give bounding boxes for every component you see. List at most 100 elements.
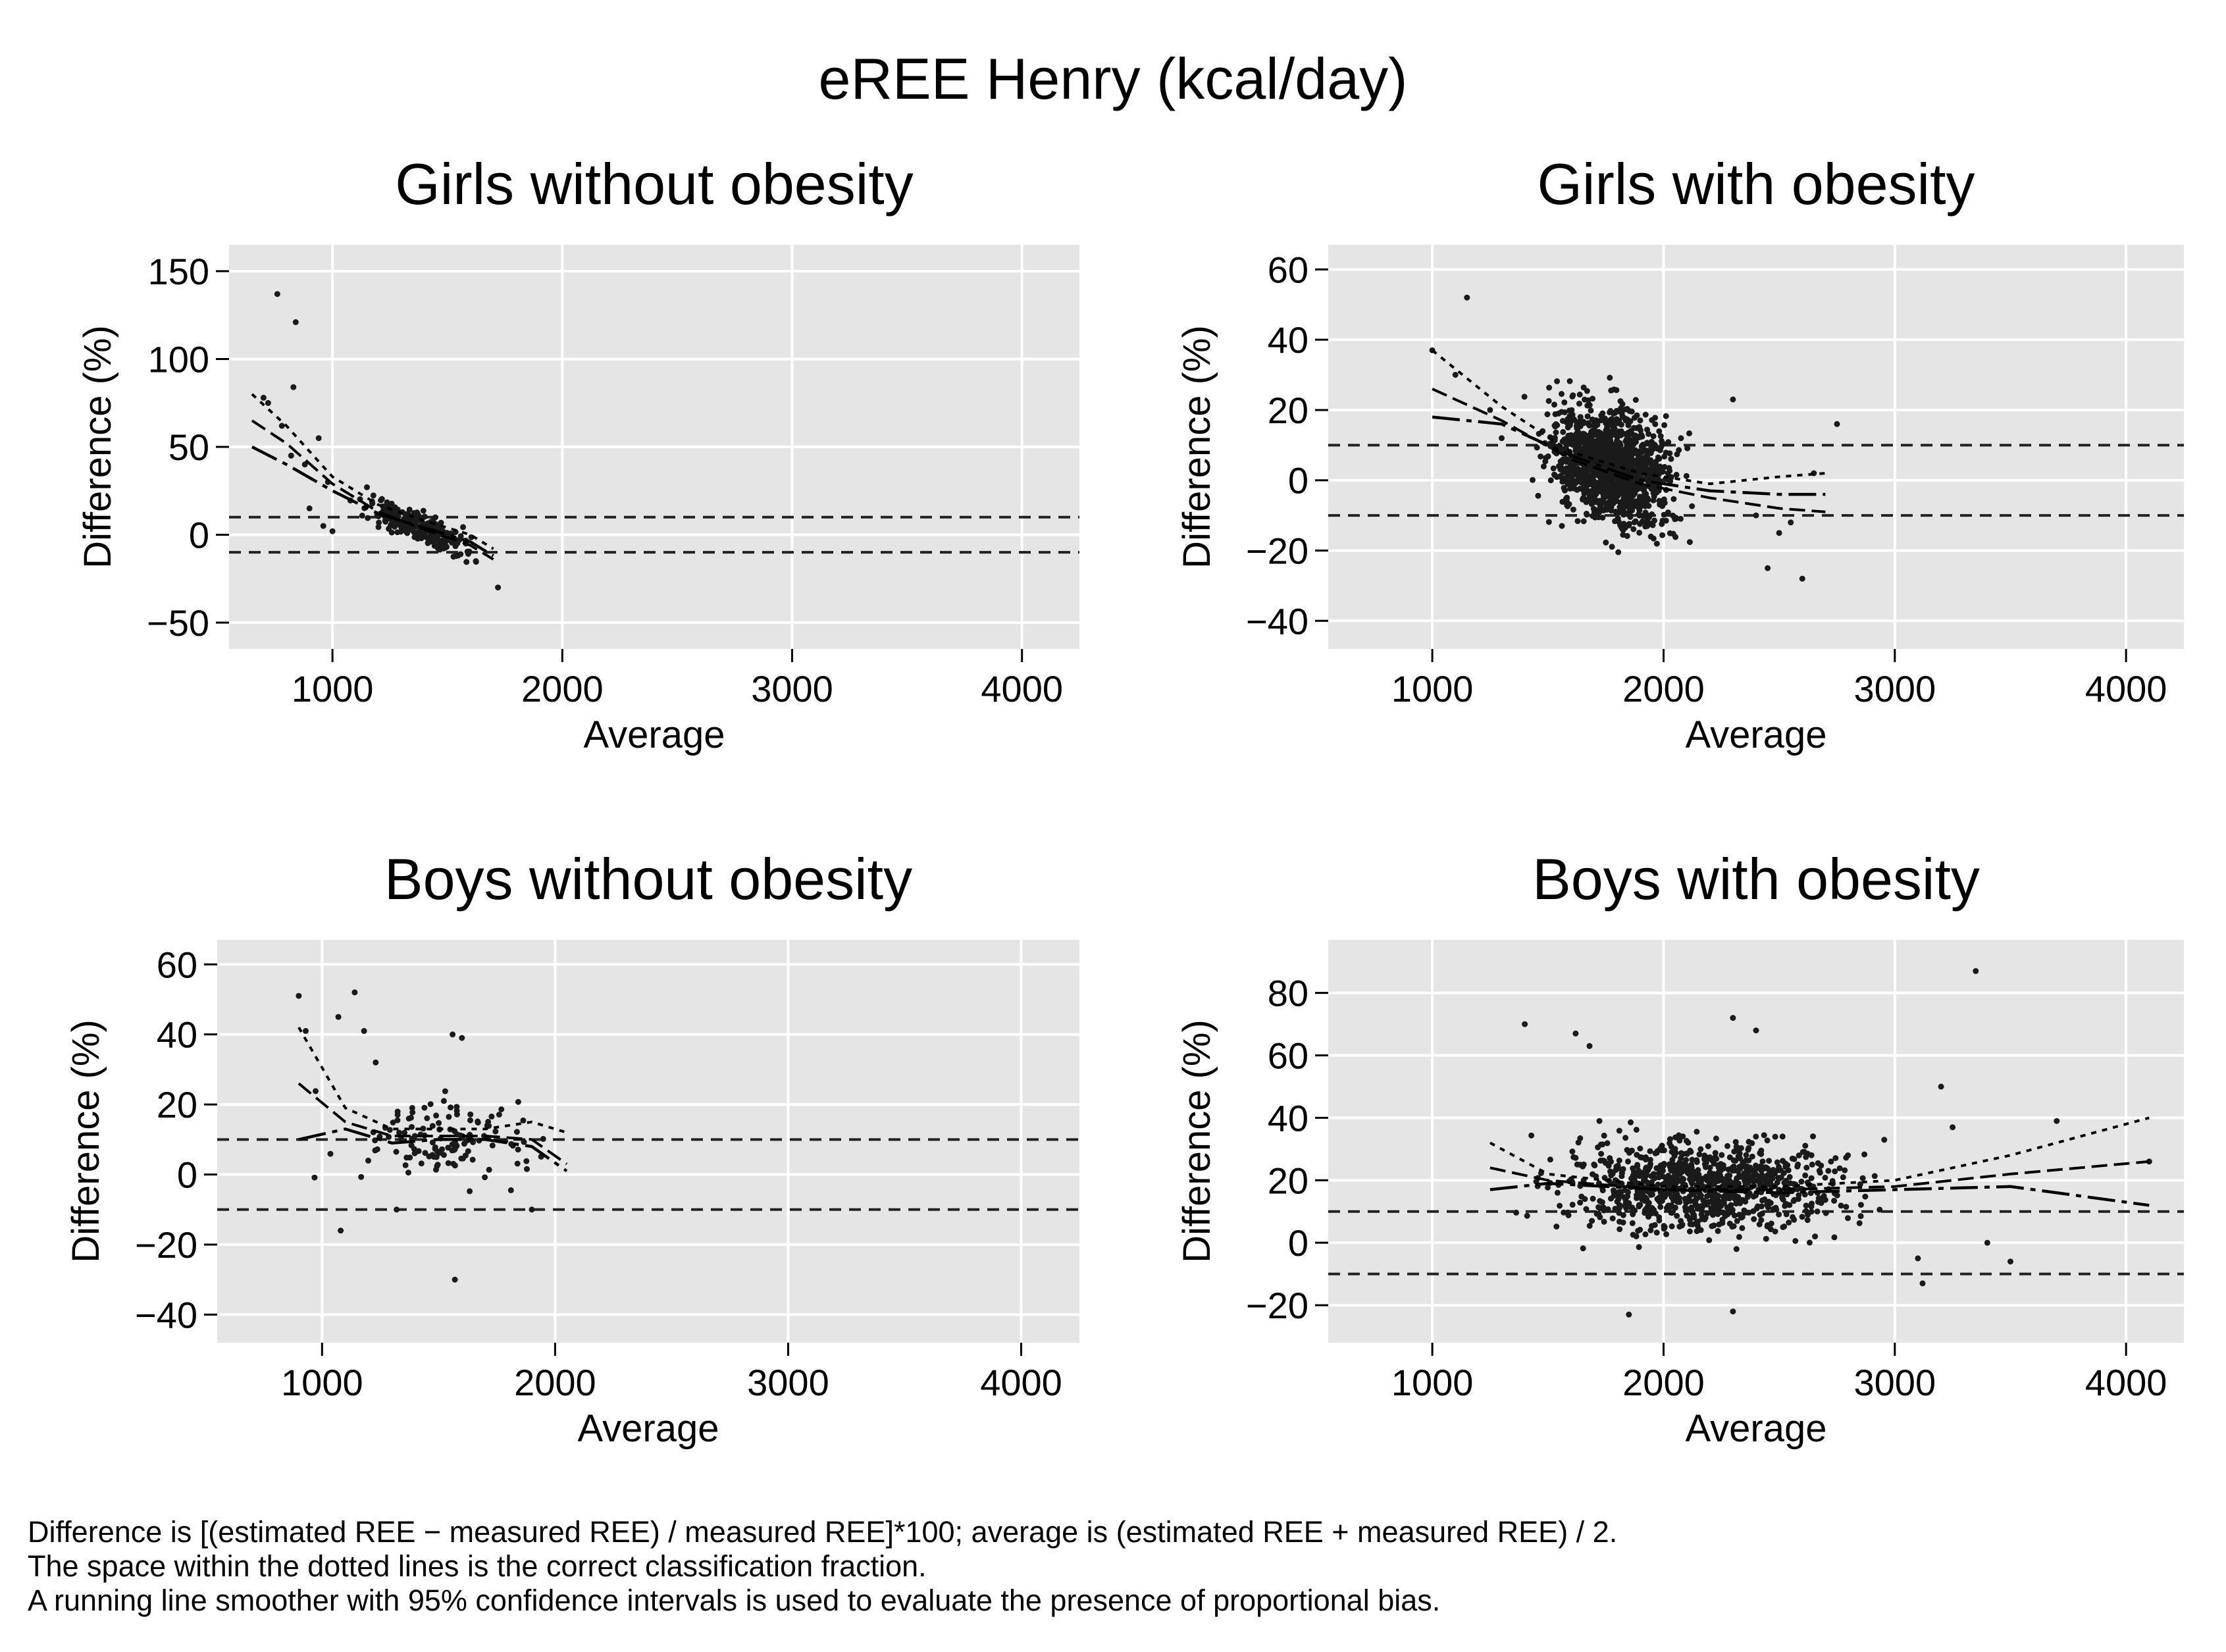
data-point <box>403 529 410 535</box>
data-point <box>1554 1189 1561 1196</box>
data-point <box>1616 1127 1622 1134</box>
data-point <box>1686 1193 1693 1200</box>
data-point <box>1644 521 1650 527</box>
data-point <box>442 1088 448 1095</box>
data-point <box>1647 1148 1653 1154</box>
data-point <box>327 1150 334 1157</box>
data-point <box>1786 1220 1792 1226</box>
data-point <box>1550 465 1557 472</box>
data-point <box>1553 429 1559 436</box>
data-point <box>1711 1206 1717 1213</box>
data-point <box>1857 1213 1864 1220</box>
data-point <box>1499 435 1505 442</box>
x-tick-label: 2000 <box>1622 668 1705 710</box>
data-point <box>1637 417 1644 424</box>
data-point <box>1655 476 1661 482</box>
data-point <box>1595 507 1602 513</box>
data-point <box>529 1206 535 1213</box>
data-point <box>440 1098 447 1104</box>
data-point <box>1712 1150 1719 1156</box>
data-point <box>1614 434 1620 440</box>
data-point <box>313 1088 319 1095</box>
data-point <box>1729 1206 1736 1213</box>
data-point <box>1554 378 1561 384</box>
data-point <box>1557 1202 1563 1209</box>
data-point <box>473 558 479 564</box>
data-point <box>496 1112 502 1118</box>
data-point <box>1586 1223 1593 1229</box>
data-point <box>1808 1152 1815 1158</box>
data-point <box>1678 435 1684 442</box>
data-point <box>1857 1202 1864 1208</box>
data-point <box>1730 1015 1736 1021</box>
data-point <box>1611 1193 1617 1199</box>
data-point <box>1561 399 1568 405</box>
data-point <box>1668 1202 1674 1208</box>
data-point <box>1707 1170 1714 1176</box>
data-point <box>1733 1200 1740 1207</box>
data-point <box>1599 1204 1606 1210</box>
data-point <box>1618 1189 1624 1195</box>
data-point <box>432 1144 438 1150</box>
data-point <box>486 1166 492 1173</box>
data-point <box>1653 540 1660 547</box>
data-point <box>1570 468 1576 475</box>
data-point <box>1639 1196 1645 1202</box>
data-point <box>1832 1168 1838 1175</box>
data-point <box>1597 435 1603 442</box>
data-point <box>1803 1208 1809 1214</box>
data-point <box>1604 1140 1611 1147</box>
data-point <box>1580 1245 1586 1252</box>
data-point <box>365 515 371 521</box>
data-point <box>1615 515 1621 522</box>
data-point <box>1590 446 1596 453</box>
data-point <box>1688 1176 1694 1183</box>
data-point <box>385 502 392 508</box>
data-point <box>1584 402 1591 409</box>
y-tick-label: 0 <box>1288 1222 1308 1264</box>
data-point <box>1729 1165 1736 1171</box>
data-point <box>1750 1178 1757 1185</box>
data-point <box>1713 1135 1719 1142</box>
data-point <box>1831 1234 1838 1241</box>
data-point <box>1597 1198 1603 1204</box>
data-point <box>1637 1202 1644 1208</box>
data-point <box>1674 1178 1681 1185</box>
data-point <box>1576 469 1582 476</box>
data-point <box>329 528 336 534</box>
data-point <box>1634 1163 1640 1170</box>
data-point <box>1950 1124 1956 1131</box>
data-point <box>1724 1195 1730 1201</box>
plot-area <box>217 940 1079 1343</box>
data-point <box>1659 532 1666 538</box>
plot-area <box>1328 245 2184 649</box>
data-point <box>1723 1176 1730 1183</box>
data-point <box>1642 1231 1649 1237</box>
data-point <box>1861 1151 1868 1158</box>
data-point <box>1576 392 1583 398</box>
data-point <box>429 1152 436 1158</box>
data-point <box>1803 1154 1809 1160</box>
data-point <box>1682 1208 1689 1214</box>
data-point <box>1739 1225 1746 1231</box>
data-point <box>424 1115 430 1122</box>
data-point <box>1628 1147 1635 1154</box>
data-point <box>1757 1150 1763 1156</box>
data-point <box>420 507 427 514</box>
data-point <box>265 400 271 406</box>
y-tick-label: 60 <box>1268 249 1308 290</box>
data-point <box>464 548 471 555</box>
ci-lower-line <box>251 419 494 561</box>
data-point <box>422 1150 428 1156</box>
data-point <box>1668 1177 1674 1183</box>
data-point <box>1704 1193 1711 1200</box>
data-point <box>1551 401 1557 408</box>
data-point <box>1568 432 1574 438</box>
data-point <box>1622 525 1628 531</box>
data-point <box>1575 436 1582 443</box>
data-point <box>1776 1175 1783 1181</box>
data-point <box>1842 1167 1848 1174</box>
footnote-1: Difference is [(estimated REE − measured… <box>28 1515 1617 1549</box>
data-point <box>1630 440 1637 447</box>
data-point <box>1938 1083 1944 1090</box>
